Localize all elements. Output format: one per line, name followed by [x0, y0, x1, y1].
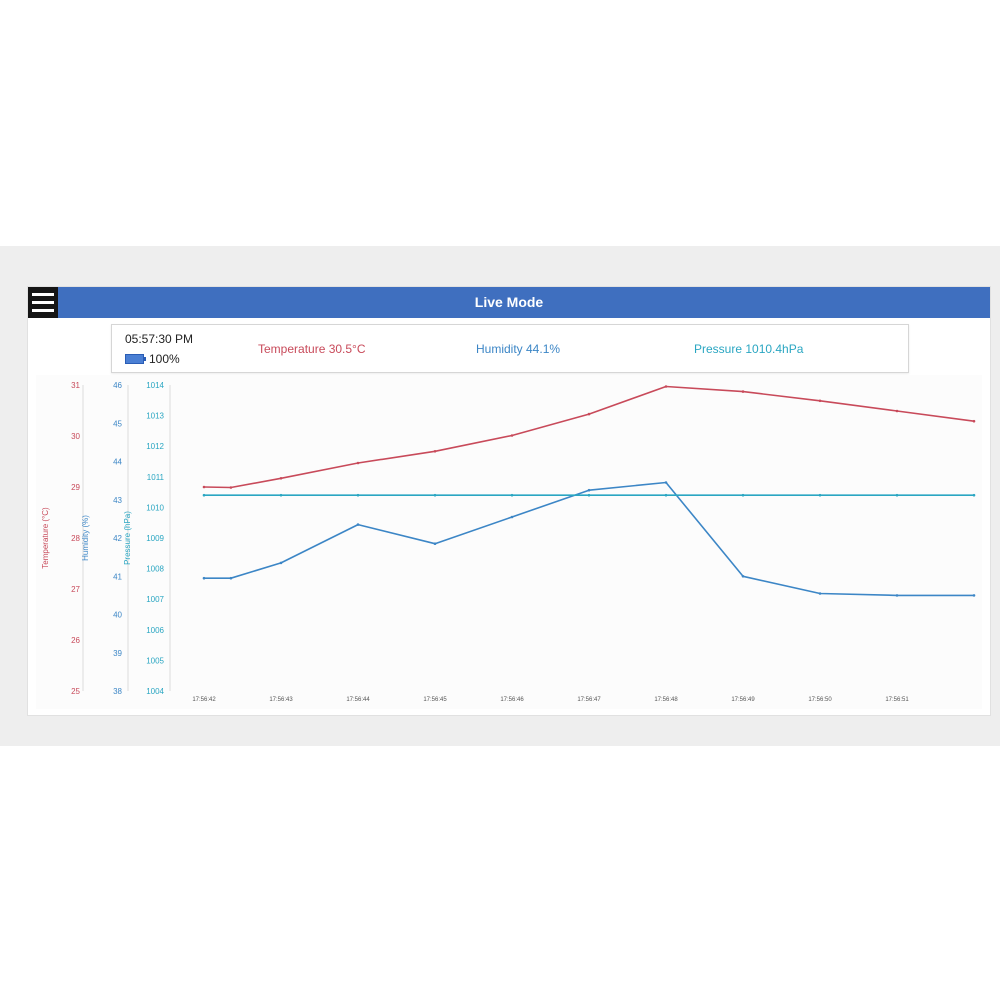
y-tick-label: 1007	[146, 595, 164, 604]
x-tick-label: 17:56:50	[808, 697, 832, 703]
x-tick-label: 17:56:44	[346, 697, 370, 703]
data-point-humidity	[741, 575, 745, 578]
data-point-pressure	[895, 493, 899, 497]
data-point-pressure	[664, 493, 668, 497]
hamburger-icon[interactable]	[28, 287, 58, 318]
device-frame: Live Mode 05:57:30 PM 100% Temperature 3…	[0, 246, 1000, 746]
x-tick-label: 17:56:51	[885, 697, 909, 703]
y-tick-label: 1013	[146, 412, 164, 421]
data-point-humidity	[587, 488, 591, 492]
x-tick-label: 17:56:49	[731, 697, 755, 703]
data-point-pressure	[972, 493, 976, 497]
y-tick-label: 45	[113, 419, 122, 428]
data-point-pressure	[741, 493, 745, 497]
y-axis-title: Pressure (hPa)	[123, 511, 132, 565]
series-line-humidity	[204, 481, 974, 597]
data-point-temperature	[741, 390, 745, 393]
data-point-pressure	[818, 493, 822, 497]
data-point-pressure	[202, 493, 206, 497]
y-axis-title: Temperature (°C)	[41, 507, 50, 569]
data-point-temperature	[433, 450, 437, 453]
y-tick-label: 1011	[147, 473, 165, 482]
y-tick-label: 41	[113, 572, 122, 581]
x-tick-label: 17:56:42	[192, 697, 216, 703]
y-tick-label: 46	[113, 381, 122, 390]
data-point-temperature	[279, 477, 283, 480]
app-screen: Live Mode 05:57:30 PM 100% Temperature 3…	[27, 286, 991, 716]
series-line-temperature	[203, 385, 975, 489]
y-tick-label: 42	[113, 534, 122, 543]
x-tick-label: 17:56:46	[500, 697, 524, 703]
data-point-humidity	[895, 594, 899, 597]
y-tick-label: 27	[71, 585, 80, 594]
y-tick-label: 30	[71, 432, 80, 441]
page-title: Live Mode	[474, 294, 544, 310]
data-point-temperature	[664, 385, 668, 388]
live-chart: 31 30 29 28 27 26 25 Temperature (°C) 46 45 44 43 42…	[36, 375, 982, 709]
battery-level: 100%	[149, 352, 180, 366]
data-point-temperature	[229, 486, 233, 489]
data-point-humidity	[229, 576, 233, 580]
battery-icon	[125, 354, 146, 364]
title-bar: Live Mode	[28, 287, 990, 318]
data-point-humidity	[202, 576, 206, 580]
humidity-reading: Humidity 44.1%	[476, 342, 561, 356]
data-point-temperature	[587, 412, 591, 416]
y-tick-label: 39	[113, 649, 122, 658]
chart-svg: 31 30 29 28 27 26 25 Temperature (°C) 46 45 44 43 42…	[41, 381, 976, 703]
data-point-humidity	[664, 481, 668, 484]
x-tick-label: 17:56:43	[269, 697, 293, 703]
y-tick-label: 1009	[146, 534, 164, 543]
data-point-humidity	[279, 561, 283, 565]
data-point-pressure	[510, 493, 514, 497]
data-point-humidity	[818, 592, 822, 595]
temperature-reading: Temperature 30.5°C	[258, 342, 366, 356]
data-point-temperature	[356, 461, 360, 465]
y-tick-label: 1008	[146, 565, 164, 574]
status-panel: 05:57:30 PM 100% Temperature 30.5°C Humi…	[111, 324, 909, 373]
y-tick-label: 26	[71, 636, 80, 645]
y-tick-label: 25	[71, 687, 80, 696]
y-tick-label: 28	[71, 534, 80, 543]
y-tick-label: 1010	[146, 503, 164, 512]
data-point-temperature	[895, 409, 899, 413]
y-tick-label: 38	[113, 687, 122, 696]
y-tick-label: 43	[113, 496, 122, 505]
battery-status: 100%	[125, 352, 180, 366]
data-point-pressure	[587, 493, 591, 497]
x-tick-label: 17:56:45	[423, 697, 447, 703]
y-tick-label: 29	[71, 483, 80, 492]
y-tick-label: 1005	[146, 656, 164, 665]
x-tick-label: 17:56:48	[654, 697, 678, 703]
x-tick-label: 17:56:47	[577, 697, 601, 703]
data-point-pressure	[279, 493, 283, 497]
y-axis-title: Humidity (%)	[81, 515, 90, 561]
data-point-temperature	[202, 485, 206, 489]
data-point-pressure	[356, 493, 360, 497]
y-tick-label: 1006	[146, 626, 164, 635]
data-point-temperature	[972, 419, 976, 423]
data-point-humidity	[433, 542, 437, 545]
pressure-reading: Pressure 1010.4hPa	[694, 342, 804, 356]
y-tick-label: 1012	[146, 442, 164, 451]
data-point-temperature	[818, 399, 822, 403]
y-tick-label: 31	[71, 381, 80, 390]
data-point-humidity	[972, 594, 976, 597]
data-point-humidity	[356, 523, 360, 526]
y-tick-label: 44	[113, 458, 122, 467]
y-tick-label: 1014	[146, 381, 164, 390]
data-point-pressure	[433, 493, 437, 497]
data-point-temperature	[510, 434, 514, 437]
data-point-humidity	[510, 515, 514, 519]
y-tick-label: 40	[113, 611, 122, 620]
clock: 05:57:30 PM	[125, 332, 194, 346]
y-tick-label: 1004	[146, 687, 164, 696]
